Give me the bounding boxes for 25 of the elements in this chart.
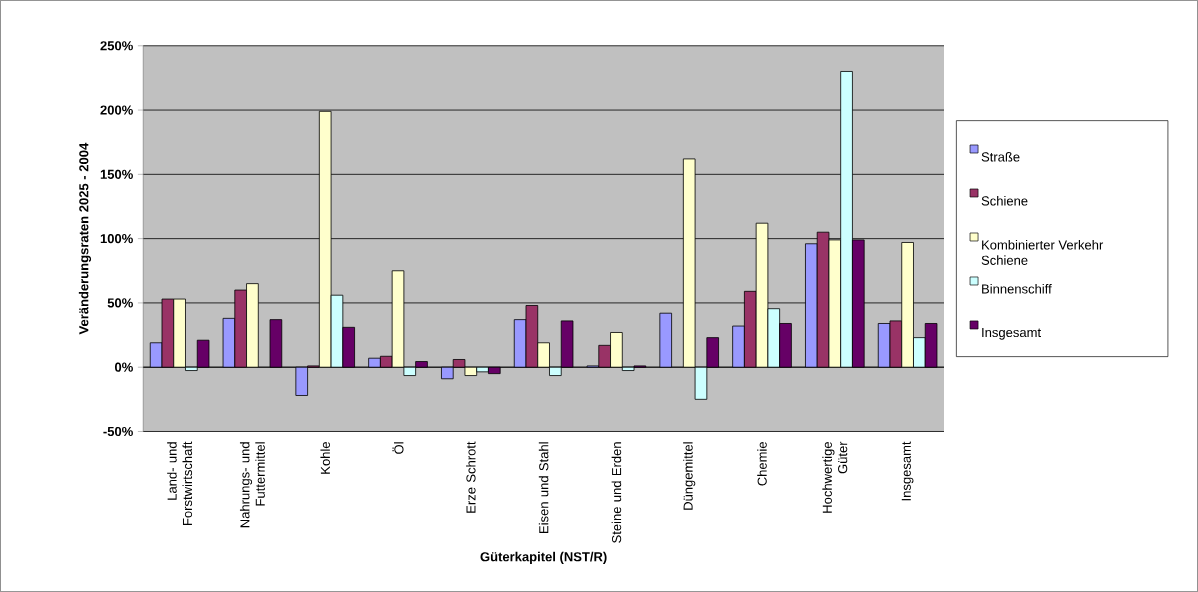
legend-label: Binnenschiff: [982, 283, 1052, 294]
x-tick-label: Düngemittel: [683, 442, 696, 510]
x-tick-label: Hochwertige Güter: [822, 441, 848, 513]
x-tick-label: Eisen und Stahl: [538, 442, 549, 533]
x-tick-label: Erze Schrott: [466, 441, 476, 513]
x-tick-label: Öl: [392, 442, 404, 454]
x-tick-label: Chemie: [757, 442, 767, 486]
x-tick-label: Insgesamt: [901, 441, 914, 501]
y-tick-label: -50%: [103, 426, 133, 437]
x-axis-title: Güterkapitel (NST/R): [480, 551, 607, 564]
legend-label: Schiene: [981, 195, 1028, 206]
y-tick-label: 100%: [100, 234, 133, 244]
legend-label: Kombinierter Verkehr Schiene: [981, 239, 1104, 265]
legend-label: Insgesamt: [982, 327, 1041, 340]
y-tick-label: 50%: [107, 298, 133, 308]
x-tick-label: Kohle: [320, 442, 330, 474]
y-axis-title: Veränderungsraten 2025 - 2004: [78, 142, 92, 335]
y-tick-label: 150%: [100, 169, 133, 179]
x-tick-label: Nahrungs- und Futtermittel: [239, 442, 265, 528]
legend-label: Straße: [981, 151, 1020, 162]
x-tick-label: Steine und Erden: [611, 442, 622, 543]
y-tick-label: 0%: [114, 362, 133, 372]
y-tick-label: 200%: [100, 105, 133, 115]
x-tick-label: Land- und Forstwirtschaft: [167, 441, 193, 525]
y-tick-label: 250%: [100, 41, 133, 51]
